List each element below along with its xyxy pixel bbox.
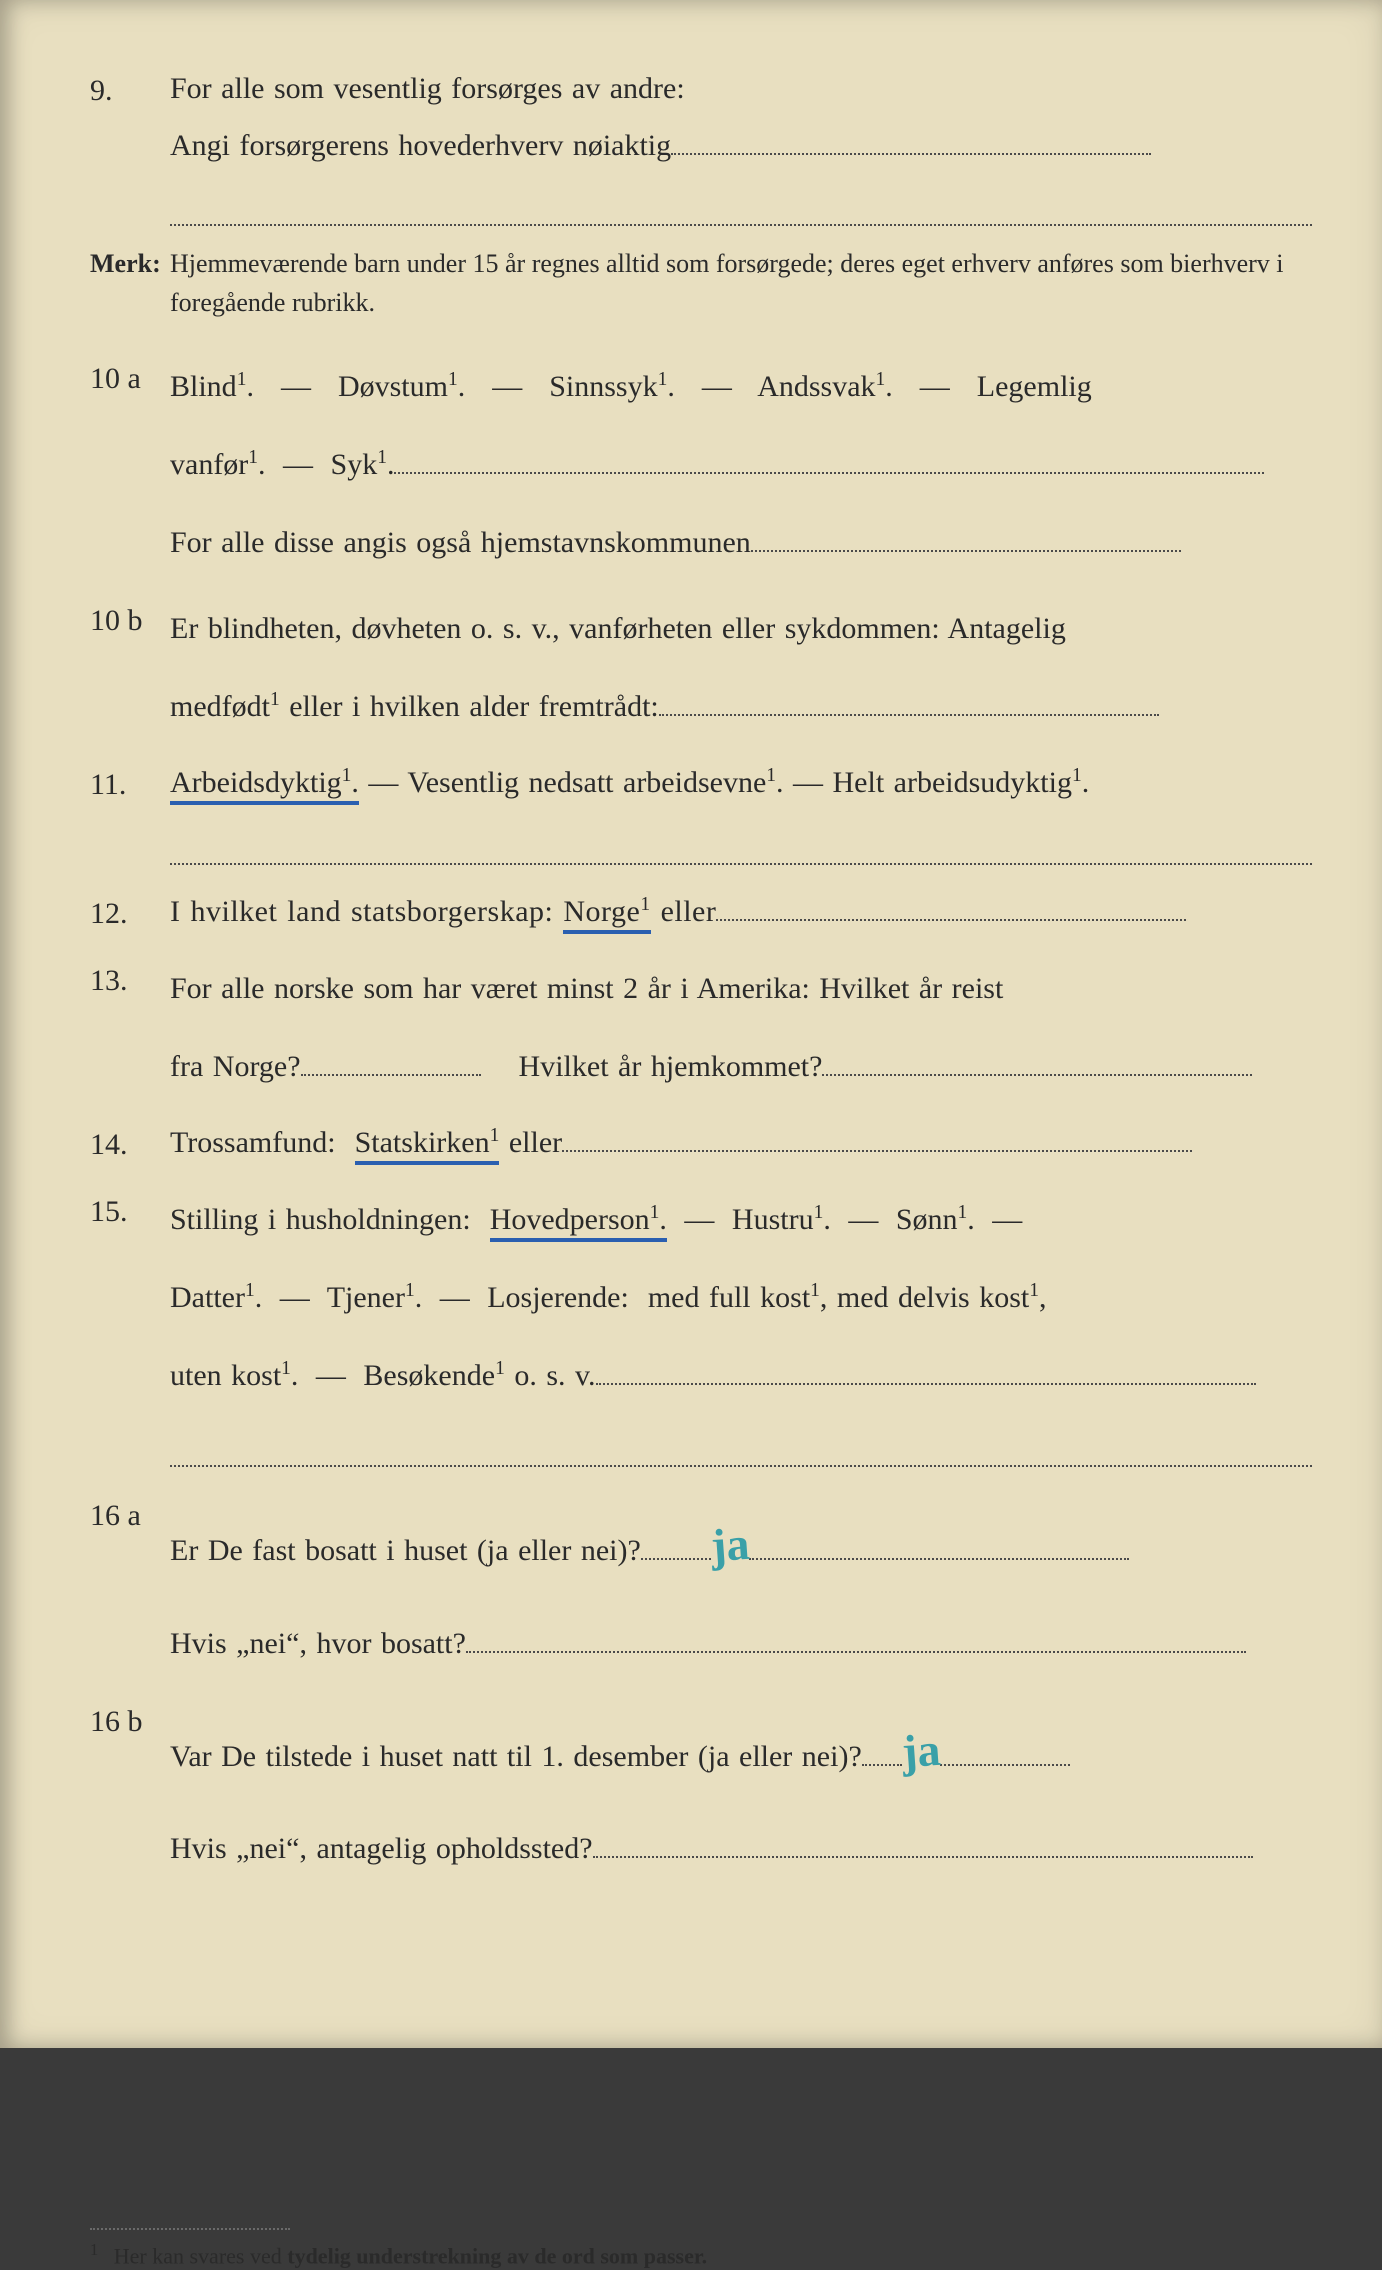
q16b-fill1b[interactable] — [940, 1764, 1070, 1766]
q10a-opt-andssvak[interactable]: Andssvak1. — [757, 370, 893, 403]
question-12: 12. I hvilket land statsborgerskap: Norg… — [90, 883, 1312, 942]
q14-text1: Trossamfund: — [170, 1126, 336, 1159]
q15-number: 15. — [90, 1181, 170, 1240]
q11-opt-arbeidsdyktig[interactable]: Arbeidsdyktig1. — [170, 766, 359, 805]
merk-note: Merk: Hjemmeværende barn under 15 år reg… — [90, 244, 1312, 322]
q12-fill[interactable] — [716, 919, 1186, 921]
q15-opt-besokende[interactable]: Besøkende1 — [363, 1359, 504, 1392]
q15-opt-datter[interactable]: Datter1. — [170, 1281, 262, 1314]
question-10a: 10 a Blind1. — Døvstum1. — Sinnssyk1. — … — [90, 348, 1312, 582]
q16b-fill1[interactable] — [862, 1764, 902, 1766]
q15-text1: Stilling i husholdningen: — [170, 1203, 471, 1236]
q15-osv: o. s. v. — [514, 1359, 595, 1392]
q15-opt-fullkost[interactable]: med full kost1, — [648, 1281, 828, 1314]
q10a-number: 10 a — [90, 348, 170, 407]
question-14: 14. Trossamfund: Statskirken1 eller — [90, 1114, 1312, 1173]
q9-number: 9. — [90, 60, 170, 119]
question-9: 9. For alle som vesentlig forsørges av a… — [90, 60, 1312, 174]
q14-number: 14. — [90, 1114, 170, 1173]
merk-label: Merk: — [90, 244, 170, 322]
q10b-medfodt[interactable]: medfødt1 — [170, 690, 280, 723]
q16b-text1: Var De tilstede i huset natt til 1. dese… — [170, 1740, 862, 1773]
q16a-fill1b[interactable] — [749, 1558, 1129, 1560]
q10a-fill[interactable] — [394, 472, 1264, 474]
q16b-number: 16 b — [90, 1691, 170, 1750]
q16b-fill2[interactable] — [593, 1856, 1253, 1858]
q15-fill[interactable] — [596, 1383, 1256, 1385]
q12-opt-norge[interactable]: Norge1 — [563, 895, 650, 934]
census-form-page: 9. For alle som vesentlig forsørges av a… — [0, 0, 1382, 2048]
q12-number: 12. — [90, 883, 170, 942]
question-16a: 16 a Er De fast bosatt i huset (ja eller… — [90, 1485, 1312, 1683]
q9-line2: Angi forsørgerens hovederhverv nøiaktig — [170, 129, 671, 162]
q16a-fill1[interactable] — [641, 1558, 711, 1560]
q16b-text2: Hvis „nei“, antagelig opholdssted? — [170, 1832, 593, 1865]
q10a-opt-blind[interactable]: Blind1. — [170, 370, 254, 403]
q15-opt-sonn[interactable]: Sønn1. — [896, 1203, 975, 1236]
q16a-text1: Er De fast bosatt i huset (ja eller nei)… — [170, 1534, 641, 1567]
q11-number: 11. — [90, 754, 170, 813]
q15-opt-utenkost[interactable]: uten kost1. — [170, 1359, 298, 1392]
q12-text1: I hvilket land statsborgerskap: — [170, 895, 553, 928]
q10a-fill2[interactable] — [751, 550, 1181, 552]
q13-fill2[interactable] — [822, 1074, 1252, 1076]
q15-rule — [170, 1425, 1312, 1467]
q16a-number: 16 a — [90, 1485, 170, 1544]
q15-opt-delviskost[interactable]: med delvis kost1, — [837, 1281, 1047, 1314]
q13-text3: Hvilket år hjemkommet? — [519, 1050, 823, 1083]
q16a-text2: Hvis „nei“, hvor bosatt? — [170, 1627, 466, 1660]
q9-continuation-line[interactable] — [170, 184, 1312, 226]
q16a-answer: ja — [707, 1484, 754, 1606]
q10b-text2b: eller i hvilken alder fremtrådt: — [289, 690, 659, 723]
q10a-opt-vanfor[interactable]: vanfør1. — [170, 448, 266, 481]
q15-opt-tjener[interactable]: Tjener1. — [327, 1281, 423, 1314]
q15-opt-hustru[interactable]: Hustru1. — [732, 1203, 831, 1236]
q15-losjerende: Losjerende: — [487, 1281, 629, 1314]
q9-fill[interactable] — [671, 153, 1151, 155]
q13-fill1[interactable] — [301, 1074, 481, 1076]
q16b-answer: ja — [898, 1689, 945, 1811]
q10a-opt-legemlig[interactable]: Legemlig — [977, 370, 1092, 403]
q13-number: 13. — [90, 950, 170, 1009]
q10b-fill[interactable] — [659, 714, 1159, 716]
footnote-text: Her kan svares ved tydelig understreknin… — [114, 2244, 707, 2269]
question-13: 13. For alle norske som har været minst … — [90, 950, 1312, 1106]
q13-text1: For alle norske som har været minst 2 år… — [170, 972, 1003, 1005]
footnote-rule — [90, 2228, 290, 2230]
q16a-fill2[interactable] — [466, 1651, 1246, 1653]
q14-text2: eller — [509, 1126, 562, 1159]
q12-text2: eller — [661, 895, 717, 928]
merk-text: Hjemmeværende barn under 15 år regnes al… — [170, 244, 1312, 322]
footnote: 1 Her kan svares ved tydelig understrekn… — [90, 2240, 1312, 2269]
footnote-num: 1 — [90, 2240, 98, 2259]
q11-rule — [170, 823, 1312, 865]
question-10b: 10 b Er blindheten, døvheten o. s. v., v… — [90, 590, 1312, 746]
q15-opt-hovedperson[interactable]: Hovedperson1. — [490, 1203, 667, 1242]
q13-text2: fra Norge? — [170, 1050, 301, 1083]
question-15: 15. Stilling i husholdningen: Hovedperso… — [90, 1181, 1312, 1415]
question-16b: 16 b Var De tilstede i huset natt til 1.… — [90, 1691, 1312, 1889]
q10b-text1: Er blindheten, døvheten o. s. v., vanfør… — [170, 612, 1066, 645]
question-11: 11. Arbeidsdyktig1. — Vesentlig nedsatt … — [90, 754, 1312, 813]
q11-opt-nedsatt[interactable]: Vesentlig nedsatt arbeidsevne1. — [407, 766, 783, 799]
q14-fill[interactable] — [562, 1150, 1192, 1152]
q10a-opt-dovstum[interactable]: Døvstum1. — [338, 370, 465, 403]
q9-line1: For alle som vesentlig forsørges av andr… — [170, 72, 685, 105]
q10b-number: 10 b — [90, 590, 170, 649]
q14-opt-statskirken[interactable]: Statskirken1 — [355, 1126, 500, 1165]
q10a-opt-syk[interactable]: Syk1. — [331, 448, 395, 481]
q11-opt-udyktig[interactable]: Helt arbeidsudyktig1. — [833, 766, 1090, 799]
q10a-opt-sinnssyk[interactable]: Sinnssyk1. — [549, 370, 675, 403]
q10a-line3: For alle disse angis også hjemstavnskomm… — [170, 526, 751, 559]
